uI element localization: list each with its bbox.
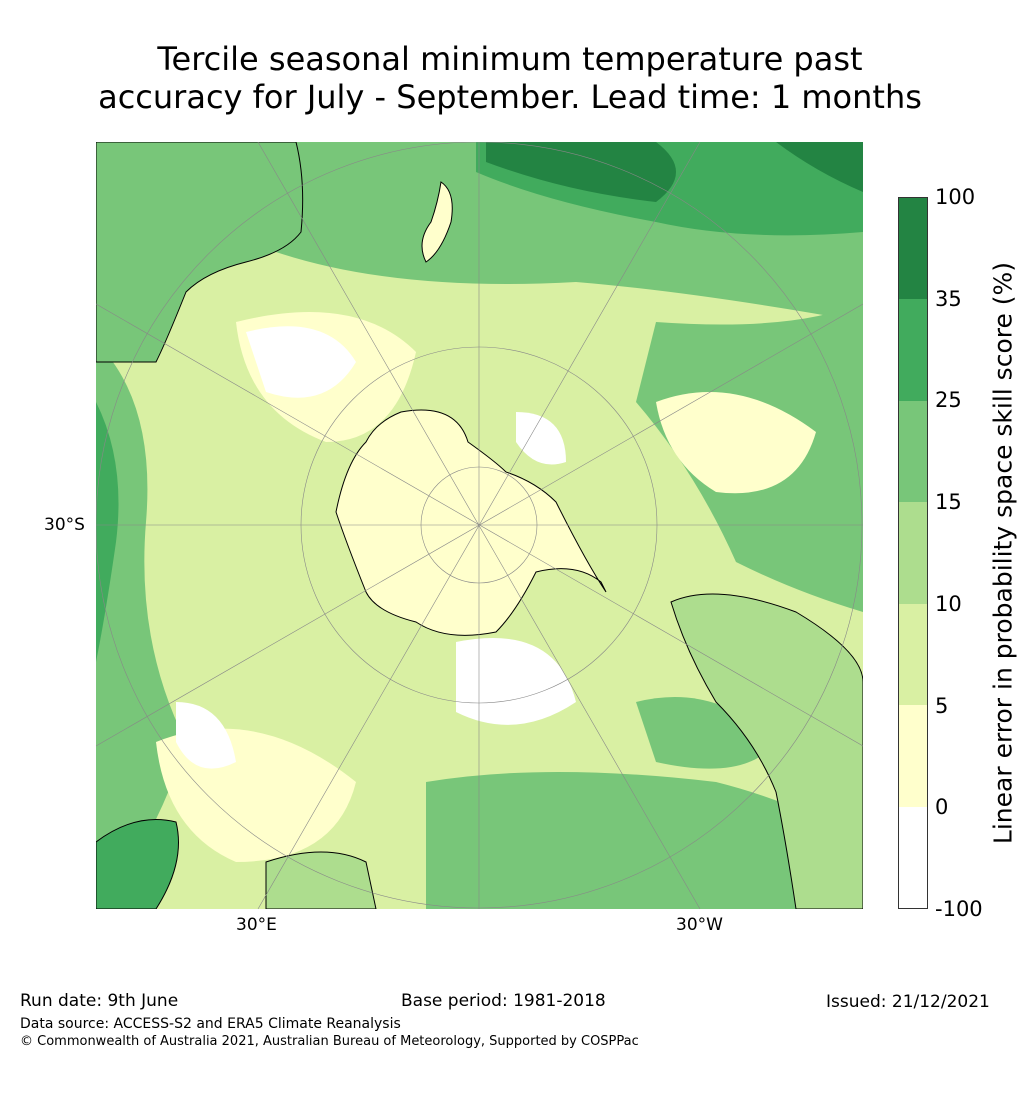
pacific-top-skill <box>486 142 676 202</box>
colorbar-tick-label: -100 <box>935 897 983 921</box>
lat-label-30s: 30°S <box>44 515 85 535</box>
colorbar-tick-label: 35 <box>935 286 962 311</box>
title-line-1: Tercile seasonal minimum temperature pas… <box>157 40 863 78</box>
west-high-skill <box>96 402 119 662</box>
colorbar-segment <box>899 806 927 908</box>
white-patch-3 <box>176 702 236 769</box>
colorbar-segment <box>899 400 927 503</box>
colorbar-tick-label: 15 <box>935 490 962 515</box>
colorbar-segment <box>899 502 927 604</box>
colorbar-segment <box>899 299 927 401</box>
map-svg <box>96 142 863 909</box>
run-date: Run date: 9th June <box>20 991 179 1011</box>
colorbar <box>898 197 928 909</box>
ne-top-skill <box>776 142 863 192</box>
colorbar-segment <box>899 705 927 807</box>
colorbar-tick-label: 100 <box>935 185 976 209</box>
base-period: Base period: 1981-2018 <box>401 991 606 1011</box>
map-title: Tercile seasonal minimum temperature pas… <box>0 40 1020 116</box>
australia <box>96 142 304 363</box>
colorbar-tick-label: 10 <box>935 591 962 616</box>
africa <box>96 819 179 909</box>
colorbar-tick-label: 0 <box>935 795 949 820</box>
colorbar-tick-label: 5 <box>935 693 949 718</box>
lon-label-30w: 30°W <box>676 915 723 935</box>
atlantic-band <box>426 772 863 909</box>
title-line-2: accuracy for July - September. Lead time… <box>98 78 922 116</box>
issued-date: Issued: 21/12/2021 <box>826 992 990 1012</box>
white-patch-4 <box>516 412 566 465</box>
yellow-region-3 <box>656 392 816 494</box>
lon-label-30e: 30°E <box>236 915 277 935</box>
data-source: Data source: ACCESS-S2 and ERA5 Climate … <box>20 1016 401 1032</box>
copyright: © Commonwealth of Australia 2021, Austra… <box>20 1034 639 1049</box>
colorbar-label: Linear error in probability space skill … <box>988 261 1018 845</box>
colorbar-segment <box>899 198 927 300</box>
southern-africa-coast <box>265 851 377 909</box>
south-america <box>670 593 863 909</box>
white-patch-1 <box>246 326 356 398</box>
meridian-d <box>257 142 701 909</box>
colorbar-tick-label: 25 <box>935 388 962 413</box>
new-zealand <box>421 181 453 263</box>
graticule <box>96 142 863 909</box>
colorbar-segment <box>899 603 927 706</box>
polar-map <box>96 142 863 909</box>
antarctica-landmass <box>335 409 607 636</box>
